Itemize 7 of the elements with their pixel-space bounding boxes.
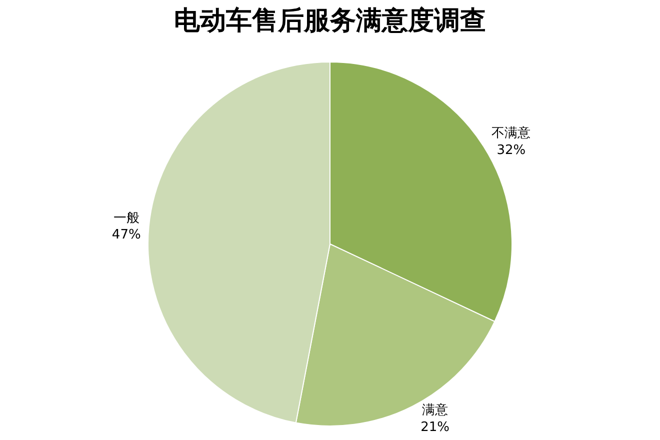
data-label: 21% (420, 420, 450, 435)
data-label: 32% (496, 142, 526, 158)
slice-label: 一般 (113, 210, 140, 226)
data-label: 47% (112, 228, 141, 243)
slice-label: 满意 (422, 402, 448, 418)
chart-title: 电动车售后服务满意度调查 (174, 6, 486, 36)
slice-label: 不满意 (492, 126, 531, 141)
